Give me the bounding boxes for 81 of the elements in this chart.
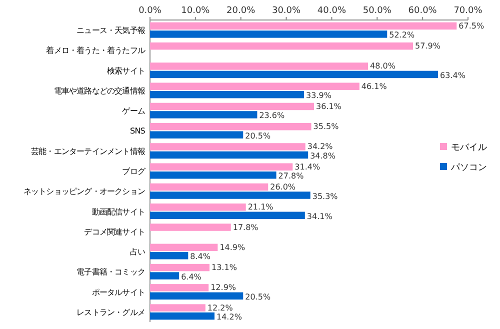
bar: [150, 284, 209, 292]
bar: [150, 172, 276, 179]
data-label: 34.2%: [307, 142, 334, 152]
category: SNS: [130, 126, 145, 136]
category: 着メロ・着うた・着うたフル: [46, 46, 145, 56]
category: 芸能・エンターテインメント情報: [30, 146, 145, 156]
data-label: 48.0%: [370, 62, 396, 71]
data-label: 12.2%: [207, 303, 234, 312]
bar: [150, 62, 368, 70]
bar: [150, 224, 231, 231]
data-label: 31.4%: [294, 162, 320, 172]
bar: [150, 102, 314, 110]
data-label: 20.5%: [245, 131, 271, 140]
category: ネットショッピング・オークション: [23, 187, 145, 196]
data-label: 52.2%: [389, 30, 415, 40]
category: ニュース・天気予報: [76, 26, 145, 36]
data-label: 35.5%: [313, 122, 340, 132]
bar: [150, 264, 210, 272]
legend-label: モバイル: [451, 143, 487, 153]
category: 電車や道路などの交通情報: [54, 86, 145, 96]
category: 検索サイト: [106, 66, 145, 76]
category: ブログ: [122, 167, 145, 176]
data-label: 13.1%: [212, 263, 238, 272]
bar: [150, 22, 457, 30]
bar: [150, 192, 310, 199]
data-label: 34.8%: [310, 151, 336, 160]
data-label: 21.1%: [248, 202, 274, 212]
bar: [150, 131, 244, 138]
bar: [150, 204, 246, 211]
bar: [150, 312, 215, 320]
bar: [150, 244, 218, 252]
data-label: 57.9%: [415, 42, 441, 51]
category: ポータルサイト: [92, 288, 145, 297]
bar: [150, 122, 312, 130]
data-label: 14.9%: [220, 242, 246, 252]
x-tick-label: 30.0%: [272, 6, 302, 16]
legend-label: パソコン: [450, 163, 487, 173]
bar: [150, 90, 304, 98]
data-label: 36.1%: [316, 102, 342, 111]
bar: [150, 212, 305, 220]
category: レストラン・グルメ: [76, 308, 145, 317]
category: デコメ関連サイト: [84, 227, 145, 236]
data-label: 27.8%: [278, 172, 304, 181]
bar: [150, 304, 206, 312]
x-tick-label: 50.0%: [362, 6, 392, 16]
bar: [150, 183, 268, 191]
category: 占い: [130, 248, 145, 257]
x-tick-label: 0.0%: [138, 6, 162, 16]
data-label: 33.9%: [306, 91, 332, 100]
bar: [150, 82, 360, 90]
bar: [150, 30, 388, 38]
data-label: 23.6%: [259, 111, 286, 120]
x-tick-label: 10.0%: [181, 6, 210, 16]
category: 電子書籍・コミック: [76, 268, 145, 277]
data-label: 35.3%: [312, 192, 338, 201]
category: ゲーム: [122, 106, 145, 116]
x-tick-label: 60.0%: [408, 6, 438, 16]
x-tick-label: 20.0%: [226, 6, 256, 16]
data-label: 26.0%: [270, 182, 296, 192]
bar: [150, 252, 188, 260]
bar: [150, 111, 258, 118]
data-label: 34.1%: [306, 212, 333, 221]
data-label: 17.8%: [232, 222, 259, 232]
data-label: 20.5%: [245, 292, 271, 302]
data-label: 63.4%: [440, 70, 466, 80]
x-tick-label: 70.0%: [454, 6, 483, 16]
data-label: 46.1%: [361, 82, 388, 91]
x-tick-label: 40.0%: [317, 6, 346, 16]
data-label: 14.2%: [216, 312, 242, 322]
bar: [150, 292, 244, 300]
data-label: 8.4%: [190, 252, 211, 262]
data-label: 6.4%: [181, 272, 202, 282]
bar: [150, 272, 180, 280]
bar: [150, 163, 293, 170]
bar: [150, 143, 306, 150]
bar: [150, 70, 438, 78]
category: 動画配信サイト: [92, 207, 145, 216]
data-label: 12.9%: [210, 283, 236, 292]
bar: [150, 42, 414, 50]
data-label: 67.5%: [458, 21, 484, 30]
bar: [150, 151, 308, 159]
